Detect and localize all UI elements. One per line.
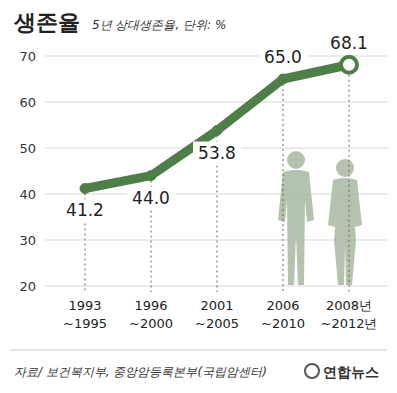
x-tick-line: ~2010 [261,316,305,331]
separator [10,350,387,351]
x-tick-line: 1993 [68,298,101,313]
silhouette-head [287,151,305,169]
x-tick-label: 2006 ~2010 [261,298,305,331]
y-tick-label: 30 [19,233,36,248]
data-label: 65.0 [264,47,302,67]
title: 생존율 [13,10,80,35]
logo-mark [305,364,319,378]
x-tick-label: 1996 ~2000 [129,298,173,331]
credit: 연합뉴스 [323,364,379,380]
y-tick-label: 50 [19,141,36,156]
marker [278,74,288,84]
grid-line [45,56,388,57]
x-tick-line: ~2000 [129,316,173,331]
data-label: 44.0 [132,188,170,208]
silhouette-body [278,170,314,285]
plot-marks [80,57,357,194]
data-label: 41.2 [66,200,104,220]
subtitle: 5년 상대생존율, 단위: % [92,18,226,32]
x-tick-line: ~2012년 [321,316,378,331]
line [85,65,349,189]
source: 자료/ 보건복지부, 중앙암등록본부(국립암센터) [14,365,267,379]
drop-line [349,65,350,292]
y-tick-label: 40 [19,187,36,202]
x-tick-label: 2001 ~2005 [195,298,239,331]
marker [212,126,222,136]
x-tick-line: ~2005 [195,316,239,331]
silhouette-head [336,159,354,177]
label-bg [259,46,307,68]
y-tick-label: 20 [19,279,36,294]
x-tick-line: 2001 [200,298,233,313]
data-label: 68.1 [330,33,368,53]
data-label: 53.8 [198,143,236,163]
grid-line [45,102,388,103]
marker [146,171,156,181]
marker [80,183,90,193]
x-tick-line: 2008년 [326,298,372,313]
marker [341,57,357,73]
drop-line [283,79,284,292]
x-tick-label: 1993 ~1995 [63,298,107,331]
y-tick-label: 70 [19,49,36,64]
x-tick-label: 2008년 ~2012년 [321,298,378,331]
y-tick-label: 60 [19,95,36,110]
x-tick-line: ~1995 [63,316,107,331]
label-bg [61,199,109,221]
label-bg [325,32,373,54]
chart: 생존율 5년 상대생존율, 단위: % 20 30 40 50 60 70 41.2 44.0 53… [0,0,397,393]
x-tick-line: 2006 [266,298,299,313]
x-tick-line: 1996 [134,298,167,313]
silhouette-body [328,178,362,285]
label-bg [127,187,175,209]
label-bg [193,142,241,164]
